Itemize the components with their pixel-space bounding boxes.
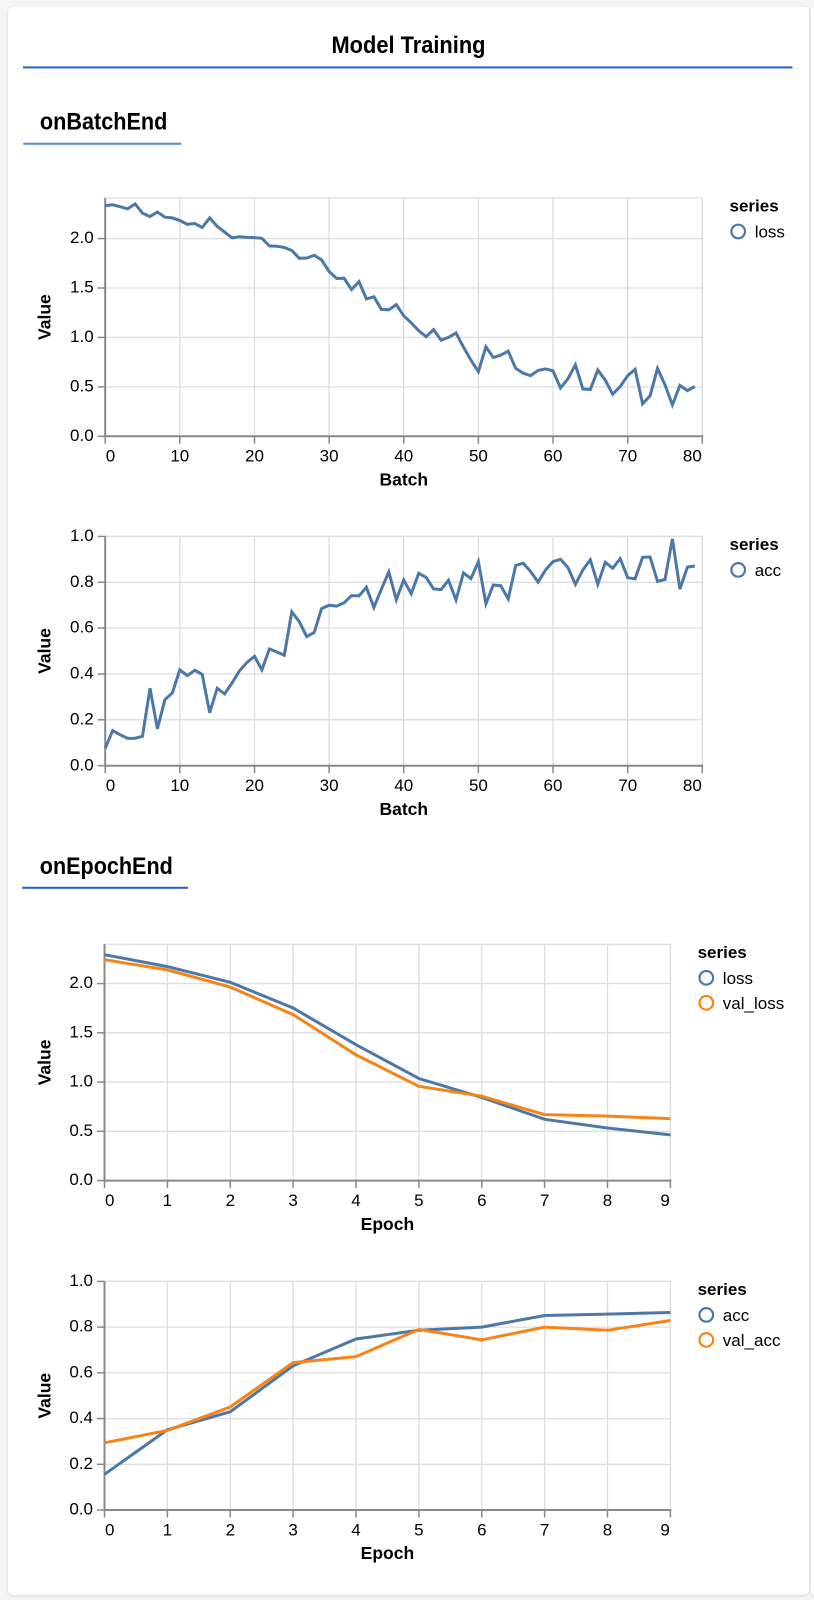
- svg-text:0: 0: [105, 1520, 114, 1539]
- svg-text:Model Training: Model Training: [332, 32, 486, 59]
- svg-text:series: series: [698, 1280, 747, 1299]
- svg-text:val_loss: val_loss: [723, 994, 784, 1013]
- svg-text:0.0: 0.0: [70, 755, 94, 774]
- svg-text:acc: acc: [755, 561, 782, 580]
- svg-text:40: 40: [394, 776, 413, 795]
- svg-text:70: 70: [618, 447, 637, 466]
- svg-text:10: 10: [170, 447, 189, 466]
- svg-text:onEpochEnd: onEpochEnd: [40, 853, 173, 880]
- svg-text:acc: acc: [723, 1306, 750, 1325]
- svg-text:50: 50: [469, 447, 488, 466]
- svg-text:1.0: 1.0: [70, 327, 94, 346]
- svg-text:7: 7: [540, 1520, 549, 1539]
- svg-text:0.8: 0.8: [69, 1317, 93, 1336]
- svg-text:5: 5: [414, 1191, 423, 1210]
- svg-text:Epoch: Epoch: [361, 1543, 414, 1563]
- svg-text:60: 60: [544, 447, 563, 466]
- svg-text:0.6: 0.6: [69, 1362, 93, 1381]
- svg-text:Value: Value: [35, 1373, 55, 1419]
- svg-text:7: 7: [540, 1191, 549, 1210]
- svg-text:0.6: 0.6: [70, 618, 94, 637]
- svg-text:1.0: 1.0: [69, 1271, 93, 1290]
- svg-text:0.0: 0.0: [70, 426, 94, 445]
- svg-text:0: 0: [106, 447, 115, 466]
- svg-text:80: 80: [683, 776, 702, 795]
- svg-text:0: 0: [105, 1191, 114, 1210]
- svg-text:1: 1: [163, 1520, 172, 1539]
- svg-text:9: 9: [660, 1520, 669, 1539]
- svg-text:30: 30: [320, 447, 339, 466]
- svg-text:20: 20: [245, 776, 264, 795]
- svg-text:Batch: Batch: [379, 799, 428, 819]
- svg-text:20: 20: [245, 447, 264, 466]
- svg-text:6: 6: [477, 1520, 486, 1539]
- svg-text:1.0: 1.0: [70, 526, 94, 545]
- svg-text:Batch: Batch: [379, 470, 428, 490]
- svg-text:Value: Value: [35, 294, 55, 340]
- svg-text:80: 80: [683, 447, 702, 466]
- svg-text:2: 2: [226, 1520, 235, 1539]
- svg-text:30: 30: [320, 776, 339, 795]
- svg-text:1.5: 1.5: [69, 1022, 93, 1041]
- svg-text:0.2: 0.2: [70, 709, 94, 728]
- svg-text:8: 8: [603, 1191, 612, 1210]
- svg-text:0.5: 0.5: [70, 377, 94, 396]
- svg-text:series: series: [698, 943, 747, 962]
- svg-text:0.0: 0.0: [69, 1170, 93, 1189]
- svg-text:5: 5: [414, 1520, 423, 1539]
- svg-text:50: 50: [469, 776, 488, 795]
- svg-text:0.8: 0.8: [70, 572, 94, 591]
- svg-text:10: 10: [170, 776, 189, 795]
- svg-text:0.4: 0.4: [69, 1408, 93, 1427]
- svg-text:0.0: 0.0: [69, 1500, 93, 1519]
- svg-text:onBatchEnd: onBatchEnd: [40, 109, 167, 136]
- svg-text:0.4: 0.4: [70, 664, 94, 683]
- svg-text:loss: loss: [755, 223, 785, 242]
- svg-text:val_acc: val_acc: [723, 1331, 781, 1350]
- svg-text:1: 1: [163, 1191, 172, 1210]
- svg-text:6: 6: [477, 1191, 486, 1210]
- svg-text:1.5: 1.5: [70, 278, 94, 297]
- svg-text:series: series: [730, 535, 779, 554]
- svg-text:0: 0: [106, 776, 115, 795]
- svg-text:Value: Value: [35, 1039, 55, 1085]
- svg-text:1.0: 1.0: [69, 1072, 93, 1091]
- svg-text:0.2: 0.2: [69, 1454, 93, 1473]
- svg-text:2.0: 2.0: [69, 973, 93, 992]
- svg-text:Value: Value: [35, 628, 55, 674]
- svg-text:9: 9: [660, 1191, 669, 1210]
- svg-text:2.0: 2.0: [70, 228, 94, 247]
- svg-text:series: series: [730, 197, 779, 216]
- svg-text:0.5: 0.5: [69, 1121, 93, 1140]
- svg-text:loss: loss: [723, 969, 753, 988]
- svg-text:4: 4: [351, 1520, 360, 1539]
- svg-text:60: 60: [544, 776, 563, 795]
- svg-text:3: 3: [288, 1520, 297, 1539]
- svg-text:70: 70: [618, 776, 637, 795]
- svg-text:40: 40: [394, 447, 413, 466]
- svg-text:3: 3: [288, 1191, 297, 1210]
- svg-text:Epoch: Epoch: [361, 1214, 414, 1234]
- svg-text:4: 4: [351, 1191, 360, 1210]
- svg-text:8: 8: [603, 1520, 612, 1539]
- svg-text:2: 2: [226, 1191, 235, 1210]
